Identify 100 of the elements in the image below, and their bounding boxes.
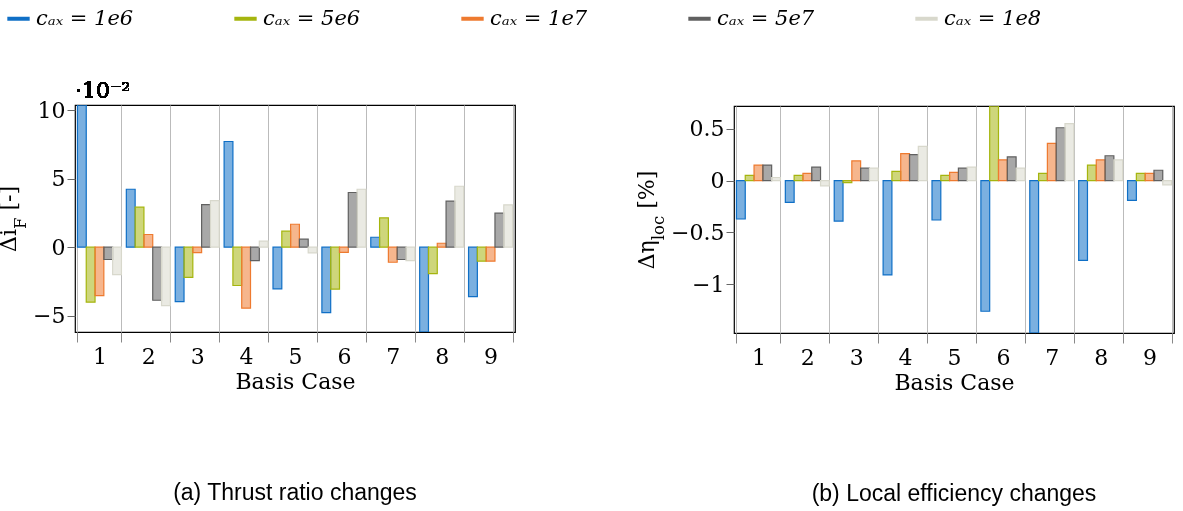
bar bbox=[811, 166, 822, 182]
x-tick-label: 5 bbox=[288, 343, 303, 369]
bar bbox=[494, 212, 505, 248]
x-tick-label: 1 bbox=[751, 344, 766, 370]
bar bbox=[966, 166, 977, 182]
bar bbox=[917, 145, 928, 182]
bar bbox=[997, 159, 1008, 182]
x-axis-title: Basis Case bbox=[235, 368, 356, 394]
legend-label: cₐₓ = 1e7 bbox=[490, 5, 588, 30]
bar bbox=[467, 246, 478, 298]
bar bbox=[1086, 164, 1097, 182]
bar bbox=[201, 203, 212, 248]
legend-label: cₐₓ = 5e6 bbox=[263, 5, 361, 30]
bar bbox=[980, 180, 991, 312]
bar bbox=[272, 246, 283, 290]
bar bbox=[819, 180, 830, 187]
bar bbox=[1162, 180, 1173, 186]
y-tick-label: −5 bbox=[33, 303, 66, 329]
x-tick-label: 4 bbox=[898, 344, 913, 370]
bar bbox=[753, 164, 764, 182]
x-tick-label: 2 bbox=[141, 343, 156, 369]
x-tick-label: 1 bbox=[92, 343, 107, 369]
bar bbox=[249, 246, 260, 262]
x-tick-label: 3 bbox=[190, 343, 205, 369]
bar bbox=[356, 188, 367, 248]
y-tick-label: 0 bbox=[710, 168, 725, 194]
bar bbox=[290, 223, 300, 248]
bar bbox=[931, 180, 942, 221]
bar bbox=[900, 153, 911, 182]
y-tick-label: −1 bbox=[692, 271, 725, 297]
bar bbox=[1006, 156, 1017, 182]
x-tick-label: 3 bbox=[849, 344, 864, 370]
y-tick-label: 0 bbox=[51, 234, 66, 260]
x-tick-label: 8 bbox=[435, 343, 450, 369]
text: ·10⁻² bbox=[75, 78, 131, 103]
bar bbox=[1153, 169, 1164, 182]
bar bbox=[76, 105, 87, 248]
bar bbox=[330, 246, 341, 290]
bar bbox=[989, 106, 1000, 182]
bar bbox=[868, 167, 879, 182]
bar bbox=[152, 246, 163, 301]
text: (a) Thrust ratio changes bbox=[173, 479, 417, 505]
bar bbox=[1104, 155, 1115, 182]
bar bbox=[476, 246, 487, 262]
bar bbox=[735, 180, 746, 220]
x-tick-label: 9 bbox=[484, 343, 499, 369]
x-tick-label: 8 bbox=[1094, 344, 1109, 370]
bar bbox=[1029, 180, 1040, 333]
bar bbox=[143, 233, 154, 248]
y-tick-label: 5 bbox=[51, 166, 66, 192]
text: (b) Local efficiency changes bbox=[811, 480, 1097, 506]
bar bbox=[241, 246, 252, 309]
x-tick-label: 5 bbox=[947, 344, 962, 370]
bar bbox=[160, 246, 171, 307]
bar bbox=[192, 246, 203, 254]
legend-label: cₐₓ = 5e7 bbox=[717, 5, 815, 30]
bar bbox=[427, 246, 438, 275]
legend-label: cₐₓ = 1e8 bbox=[944, 5, 1042, 30]
bar bbox=[223, 140, 234, 248]
bar bbox=[258, 240, 269, 248]
bar bbox=[485, 246, 496, 262]
bar bbox=[419, 246, 430, 332]
bar bbox=[112, 246, 123, 276]
x-tick-label: 7 bbox=[1045, 344, 1060, 370]
y-tick-label: −0.5 bbox=[671, 219, 725, 245]
bar bbox=[1113, 159, 1124, 182]
bar bbox=[851, 160, 862, 182]
bar bbox=[183, 246, 194, 278]
bar bbox=[1015, 167, 1026, 182]
bar bbox=[94, 246, 105, 297]
bar bbox=[771, 176, 782, 182]
bar bbox=[908, 154, 919, 182]
bar bbox=[1126, 180, 1137, 201]
bar bbox=[209, 199, 220, 248]
y-tick-label: 0.5 bbox=[689, 116, 725, 142]
bar bbox=[503, 204, 514, 248]
bar bbox=[298, 238, 309, 248]
bar bbox=[784, 180, 795, 203]
bar bbox=[1064, 123, 1075, 182]
bar bbox=[454, 185, 465, 248]
bar bbox=[134, 206, 145, 248]
bar bbox=[378, 217, 389, 248]
x-tick-label: 6 bbox=[337, 343, 352, 369]
x-axis-title: Basis Case bbox=[894, 369, 1015, 395]
bar bbox=[307, 246, 318, 254]
x-tick-label: 2 bbox=[800, 344, 815, 370]
bar bbox=[387, 246, 398, 263]
x-tick-label: 7 bbox=[386, 343, 401, 369]
bar bbox=[370, 236, 381, 248]
bar bbox=[405, 246, 416, 262]
bar bbox=[842, 180, 853, 184]
x-tick-label: 4 bbox=[239, 343, 254, 369]
legend-label: cₐₓ = 1e6 bbox=[36, 5, 134, 30]
bar bbox=[338, 246, 349, 253]
bar bbox=[321, 246, 332, 314]
bar bbox=[1078, 180, 1089, 262]
bar bbox=[833, 180, 844, 222]
x-tick-label: 9 bbox=[1143, 344, 1158, 370]
bar bbox=[882, 180, 893, 276]
y-tick-label: 10 bbox=[37, 97, 66, 123]
